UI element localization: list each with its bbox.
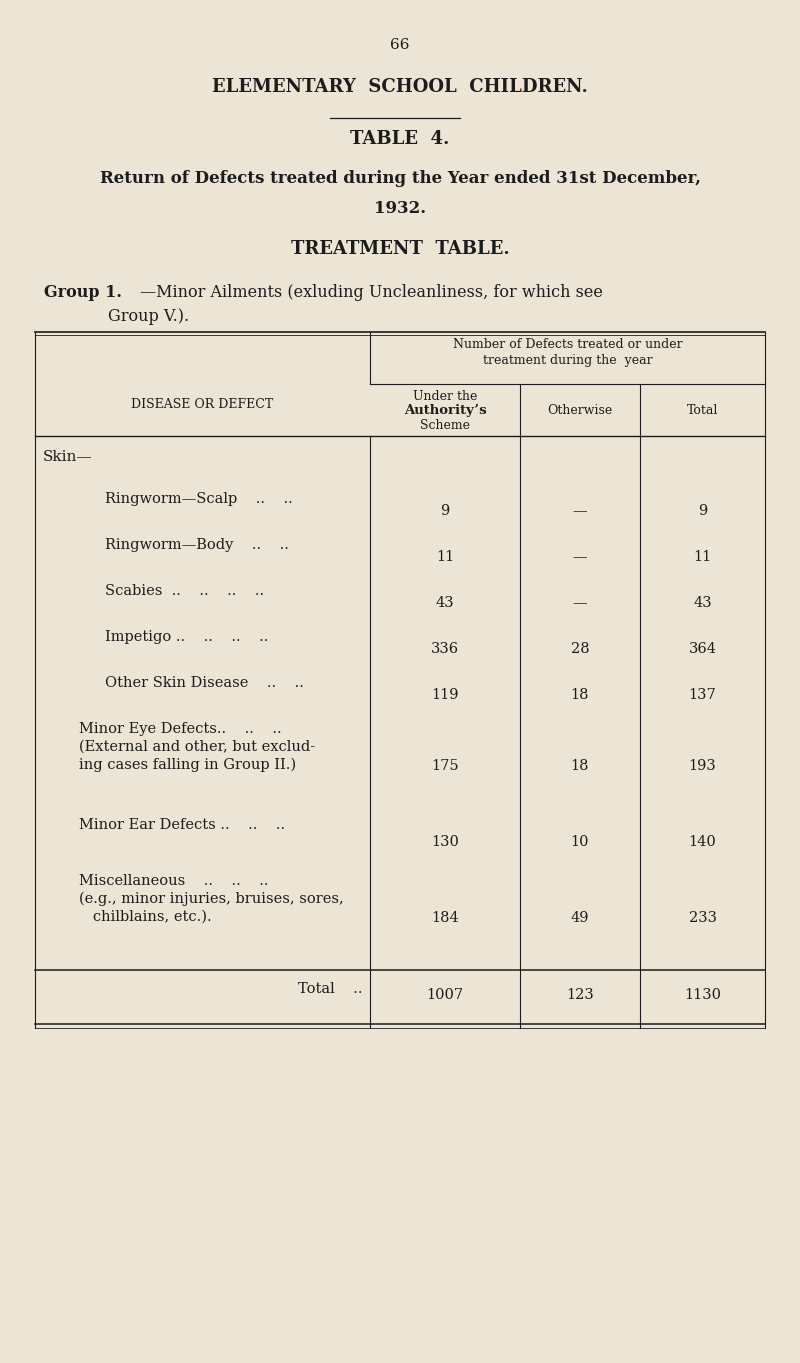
Text: 10: 10 bbox=[570, 836, 590, 849]
Text: (External and other, but exclud-: (External and other, but exclud- bbox=[79, 740, 315, 754]
Text: 336: 336 bbox=[431, 642, 459, 656]
Text: 1007: 1007 bbox=[426, 988, 463, 1002]
Text: Total    ..: Total .. bbox=[298, 981, 362, 996]
Text: 184: 184 bbox=[431, 910, 459, 925]
Text: Group V.).: Group V.). bbox=[108, 308, 189, 324]
Text: DISEASE OR DEFECT: DISEASE OR DEFECT bbox=[131, 398, 274, 412]
Text: 233: 233 bbox=[689, 910, 717, 925]
Text: 175: 175 bbox=[431, 759, 459, 773]
Text: Number of Defects treated or under: Number of Defects treated or under bbox=[453, 338, 682, 352]
Text: Under the: Under the bbox=[413, 390, 477, 403]
Text: 130: 130 bbox=[431, 836, 459, 849]
Text: 1932.: 1932. bbox=[374, 200, 426, 217]
Text: 9: 9 bbox=[698, 504, 707, 518]
Text: Scheme: Scheme bbox=[420, 418, 470, 432]
Text: —: — bbox=[573, 551, 587, 564]
Text: 43: 43 bbox=[436, 596, 454, 611]
Text: 137: 137 bbox=[689, 688, 716, 702]
Text: Return of Defects treated during the Year ended 31st December,: Return of Defects treated during the Yea… bbox=[99, 170, 701, 187]
Text: —: — bbox=[573, 504, 587, 518]
Text: Ringworm—Scalp    ..    ..: Ringworm—Scalp .. .. bbox=[105, 492, 293, 506]
Text: 18: 18 bbox=[570, 759, 590, 773]
Text: 11: 11 bbox=[694, 551, 712, 564]
Text: Skin—: Skin— bbox=[43, 450, 93, 463]
Text: Impetigo ..    ..    ..    ..: Impetigo .. .. .. .. bbox=[105, 630, 268, 643]
Text: Otherwise: Otherwise bbox=[547, 403, 613, 417]
Text: TABLE  4.: TABLE 4. bbox=[350, 129, 450, 149]
Text: —: — bbox=[573, 596, 587, 611]
Text: 28: 28 bbox=[570, 642, 590, 656]
Text: 66: 66 bbox=[390, 38, 410, 52]
Text: 193: 193 bbox=[689, 759, 716, 773]
Text: 11: 11 bbox=[436, 551, 454, 564]
Text: 119: 119 bbox=[431, 688, 458, 702]
Text: 43: 43 bbox=[693, 596, 712, 611]
Text: Minor Ear Defects ..    ..    ..: Minor Ear Defects .. .. .. bbox=[79, 818, 285, 831]
Text: Ringworm—Body    ..    ..: Ringworm—Body .. .. bbox=[105, 538, 289, 552]
Text: ELEMENTARY  SCHOOL  CHILDREN.: ELEMENTARY SCHOOL CHILDREN. bbox=[212, 78, 588, 95]
Text: 9: 9 bbox=[440, 504, 450, 518]
Text: Miscellaneous    ..    ..    ..: Miscellaneous .. .. .. bbox=[79, 874, 269, 889]
Text: —Minor Ailments (exluding Uncleanliness, for which see: —Minor Ailments (exluding Uncleanliness,… bbox=[140, 284, 603, 301]
Text: ing cases falling in Group II.): ing cases falling in Group II.) bbox=[79, 758, 296, 773]
Text: Group 1.: Group 1. bbox=[44, 284, 122, 301]
Text: Scabies  ..    ..    ..    ..: Scabies .. .. .. .. bbox=[105, 583, 264, 598]
Text: Total: Total bbox=[687, 403, 718, 417]
Text: 364: 364 bbox=[689, 642, 717, 656]
Text: Authority’s: Authority’s bbox=[404, 403, 486, 417]
Text: 140: 140 bbox=[689, 836, 716, 849]
Text: 49: 49 bbox=[570, 910, 590, 925]
Text: Other Skin Disease    ..    ..: Other Skin Disease .. .. bbox=[105, 676, 304, 690]
Text: chilblains, etc.).: chilblains, etc.). bbox=[79, 910, 212, 924]
Text: (e.g., minor injuries, bruises, sores,: (e.g., minor injuries, bruises, sores, bbox=[79, 891, 344, 906]
Text: treatment during the  year: treatment during the year bbox=[482, 354, 652, 367]
Text: Minor Eye Defects..    ..    ..: Minor Eye Defects.. .. .. bbox=[79, 722, 282, 736]
Text: TREATMENT  TABLE.: TREATMENT TABLE. bbox=[290, 240, 510, 258]
Text: 18: 18 bbox=[570, 688, 590, 702]
Text: 123: 123 bbox=[566, 988, 594, 1002]
Text: 1130: 1130 bbox=[684, 988, 721, 1002]
